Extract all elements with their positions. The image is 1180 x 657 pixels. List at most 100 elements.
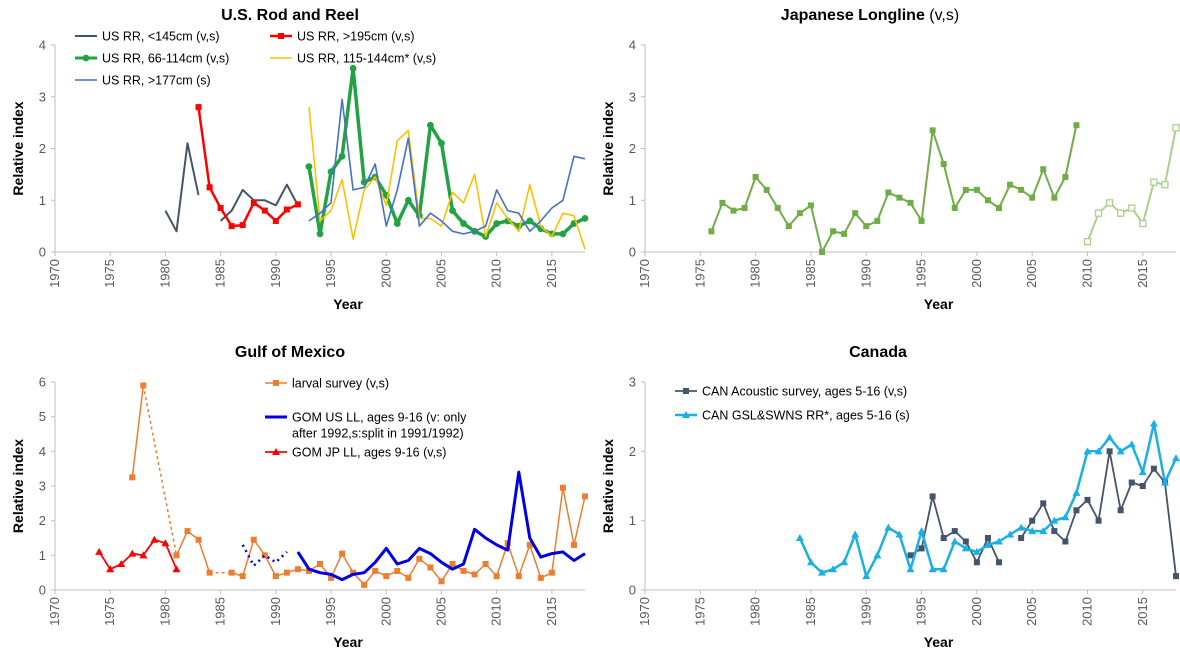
- data-point-p3-s1-21: [1028, 527, 1037, 535]
- x-tick-label: 1985: [213, 259, 228, 288]
- data-point-p1-s0-22: [951, 205, 958, 212]
- panel-title: U.S. Rod and Reel: [221, 7, 359, 24]
- data-point-p2-s5-1: [106, 565, 115, 573]
- data-point-p1-s1-0: [1083, 237, 1092, 246]
- data-point-p2-slegend-5: [272, 448, 280, 455]
- x-tick-label: 1970: [637, 597, 652, 626]
- data-point-p3-s1-28: [1105, 433, 1114, 441]
- y-tick-label: 0: [39, 583, 46, 598]
- legend-label-line: after 1992,s:split in 1991/1992): [292, 427, 464, 441]
- series-p0-4: [308, 98, 586, 235]
- legend-entry: CAN Acoustic survey, ages 5-16 (v,s): [675, 385, 907, 399]
- data-point-p2-s0-0: [129, 474, 136, 481]
- legend-entry: US RR, >177cm (s): [75, 74, 211, 88]
- panel-title: Canada: [849, 344, 907, 361]
- data-point-p0-s1-7: [272, 217, 279, 224]
- legend-entry: US RR, 66-114cm (v,s): [75, 52, 229, 66]
- data-point-p3-s1-1: [806, 558, 815, 566]
- data-point-p3-s0-2: [929, 493, 936, 500]
- data-point-p1-s0-19: [918, 217, 925, 224]
- data-point-p3-s1-5: [851, 530, 860, 538]
- x-tick-label: 1980: [157, 259, 172, 288]
- y-axis-label: Relative index: [10, 101, 26, 195]
- x-tick-label: 1995: [323, 597, 338, 626]
- data-point-p2-s0-13: [283, 569, 290, 576]
- data-point-p3-s1-32: [1149, 419, 1158, 427]
- data-point-p3-s0-1: [918, 545, 925, 552]
- x-tick-label: 1975: [692, 259, 707, 288]
- data-point-p1-s0-8: [796, 210, 803, 217]
- data-point-p3-slegend-1: [682, 411, 690, 418]
- x-axis-label: Year: [924, 634, 954, 650]
- data-point-p2-s0-25: [416, 555, 423, 562]
- data-point-p3-s1-2: [818, 568, 826, 576]
- data-point-p2-s0-36: [537, 574, 544, 581]
- legend-label: US RR, <145cm (v,s): [102, 30, 220, 44]
- x-tick-label: 1995: [914, 259, 929, 288]
- data-point-p0-s2-1: [316, 230, 324, 238]
- series-p2-5: [95, 535, 181, 573]
- legend-label: GOM JP LL, ages 9-16 (v,s): [292, 446, 446, 460]
- data-point-p3-s1-20: [1017, 523, 1026, 531]
- data-point-p0-slegend-2: [82, 54, 90, 62]
- data-point-p3-s0-17: [1095, 517, 1102, 524]
- data-point-p1-s0-6: [774, 205, 781, 212]
- panel-3: Canada 0 1 2 3 1970 1975 1980 1985 1990 1995 2000 20…: [600, 344, 1180, 650]
- data-point-p1-s0-30: [1040, 166, 1047, 173]
- data-point-p3-s1-17: [983, 540, 992, 548]
- data-point-p3-s0-15: [1073, 507, 1080, 514]
- legend-label: US RR, >195cm (v,s): [297, 30, 415, 44]
- y-tick-label: 3: [629, 89, 636, 104]
- data-point-p0-s2-14: [460, 220, 467, 227]
- data-point-p2-s0-10: [250, 536, 257, 543]
- data-point-p3-s0-4: [951, 528, 958, 535]
- x-tick-label: 1970: [47, 259, 62, 288]
- data-point-p2-s0-31: [482, 561, 489, 567]
- x-tick-label: 1980: [748, 597, 763, 626]
- data-point-p1-s0-11: [830, 228, 837, 235]
- series-line: [142, 385, 178, 556]
- data-point-p3-s1-13: [939, 565, 948, 573]
- panel-1: Japanese Longline (v,s) 0 1 2 3 4 1970 1975 1980…: [600, 7, 1180, 312]
- x-tick-label: 2000: [378, 597, 393, 626]
- data-point-p1-s1-1: [1094, 209, 1103, 217]
- data-point-p1-s0-20: [929, 127, 936, 134]
- data-point-p2-s0-35: [526, 541, 533, 548]
- x-tick-label: 1985: [803, 597, 818, 626]
- data-point-p2-s0-21: [372, 567, 379, 574]
- data-point-p2-s0-28: [449, 561, 456, 567]
- x-tick-label: 1975: [102, 597, 117, 626]
- data-point-p1-s1-7: [1161, 181, 1169, 189]
- data-point-p2-s0-6: [206, 569, 213, 576]
- data-point-p3-s1-31: [1138, 468, 1147, 476]
- data-point-p3-s1-26: [1083, 447, 1092, 455]
- y-tick-label: 3: [629, 375, 636, 390]
- data-point-p1-s0-0: [708, 228, 715, 235]
- data-point-p1-s0-25: [984, 197, 991, 204]
- data-point-p3-s1-14: [950, 537, 959, 545]
- data-point-p0-s1-9: [294, 201, 301, 208]
- data-point-p1-s0-9: [807, 202, 814, 209]
- data-point-p2-s0-9: [239, 573, 246, 580]
- y-tick-label: 2: [39, 141, 46, 156]
- data-point-p3-s0-13: [1051, 528, 1058, 535]
- legend-label: GOM US LL, ages 9-16 (v: only after 1992,…: [292, 411, 467, 441]
- data-point-p1-s0-28: [1018, 186, 1025, 193]
- y-tick-label: 2: [629, 444, 636, 459]
- data-point-p0-s2-13: [449, 207, 456, 215]
- series-line: [197, 106, 299, 228]
- data-point-p3-s1-6: [862, 572, 871, 580]
- y-tick-label: 5: [39, 409, 46, 424]
- x-tick-label: 2010: [489, 259, 504, 288]
- data-point-p2-s0-20: [361, 581, 368, 588]
- x-tick-label: 2005: [1024, 259, 1039, 288]
- data-point-p0-s2-11: [427, 121, 434, 129]
- y-tick-label: 4: [629, 38, 636, 53]
- y-tick-label: 1: [629, 513, 636, 528]
- data-point-p1-s0-15: [874, 217, 881, 224]
- series-line: [308, 107, 586, 250]
- data-point-p1-s0-4: [752, 173, 759, 180]
- data-point-p2-s0-39: [570, 541, 577, 548]
- data-point-p2-s0-22: [383, 573, 390, 580]
- data-point-p1-s0-14: [863, 223, 870, 230]
